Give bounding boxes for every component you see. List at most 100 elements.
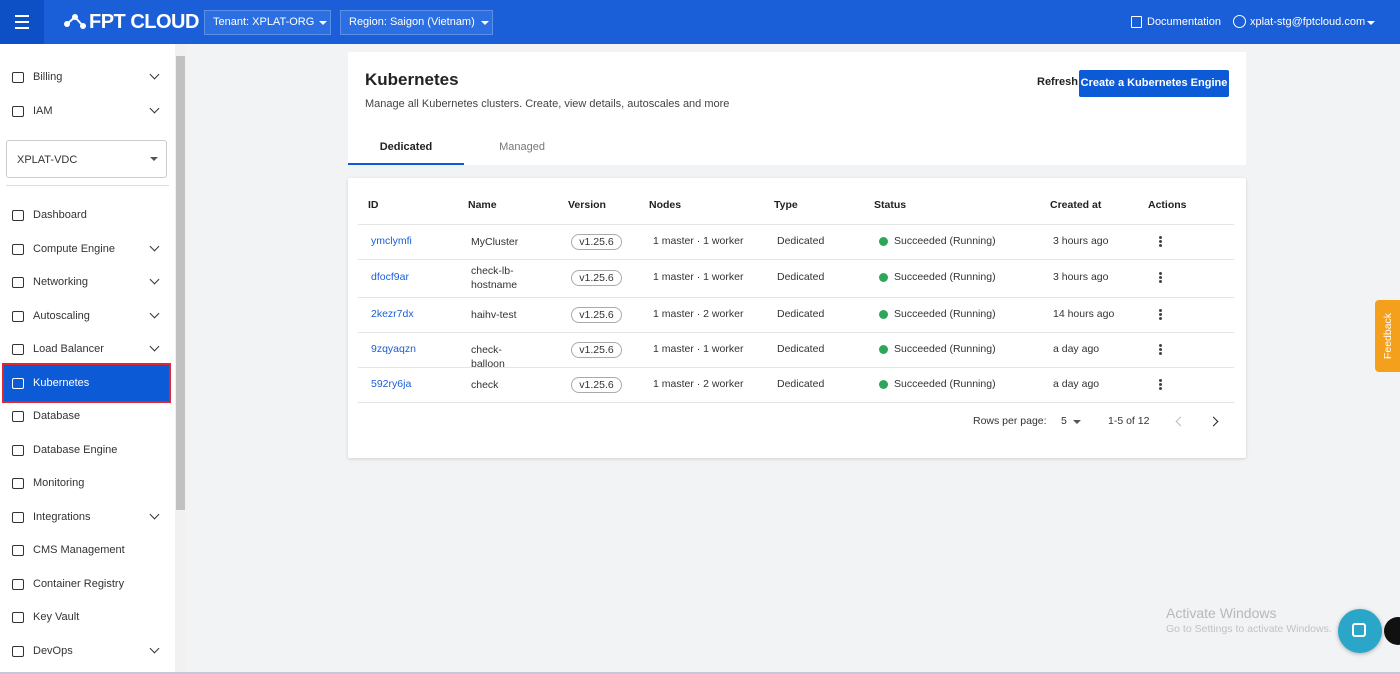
menu-icon xyxy=(12,377,24,389)
created-at: 3 hours ago xyxy=(1053,234,1109,247)
row-divider xyxy=(358,259,1234,260)
rows-per-page-select[interactable]: 5 xyxy=(1061,415,1085,429)
tab[interactable]: Managed xyxy=(499,141,545,153)
sidebar-item[interactable]: Container Registry xyxy=(4,566,169,602)
cluster-id[interactable]: 592ry6ja xyxy=(371,377,412,390)
status-dot xyxy=(879,236,888,246)
watermark-subtitle: Go to Settings to activate Windows. xyxy=(1166,623,1332,635)
refresh-button[interactable]: Refresh xyxy=(1037,76,1078,88)
sidebar-item[interactable]: DevOps xyxy=(4,633,169,669)
actions-button[interactable] xyxy=(1156,308,1166,322)
column-header: Status xyxy=(874,199,907,211)
version-chip: v1.25.6 xyxy=(571,270,622,286)
cluster-name: check xyxy=(471,378,499,391)
page-range: 1-5 of 12 xyxy=(1108,415,1150,427)
sidebar-item[interactable]: Database Engine xyxy=(4,432,169,468)
create-button[interactable]: Create a Kubernetes Engine xyxy=(1079,70,1229,97)
sidebar-item[interactable]: IAM xyxy=(4,93,169,129)
menu-icon xyxy=(12,210,24,221)
cluster-id[interactable]: 9zqyaqzn xyxy=(371,342,416,355)
row-divider xyxy=(358,332,1234,333)
sidebar-item[interactable]: Integrations xyxy=(4,499,169,535)
sidebar-item-label: Key Vault xyxy=(33,611,80,623)
region-select[interactable]: Region: Saigon (Vietnam) xyxy=(340,10,493,35)
created-at: a day ago xyxy=(1053,377,1100,390)
side-button[interactable] xyxy=(1384,617,1400,645)
watermark-title: Activate Windows xyxy=(1166,605,1277,621)
sidebar-item-label: Monitoring xyxy=(33,477,85,489)
sidebar-item[interactable]: Billing xyxy=(4,59,169,95)
caret xyxy=(150,157,158,161)
menu-button[interactable] xyxy=(0,0,44,44)
sidebar-item-label: Billing xyxy=(33,71,63,83)
documentation-link[interactable]: Documentation xyxy=(1131,15,1226,31)
sidebar-item[interactable]: CMS Management xyxy=(4,532,169,568)
sidebar-item[interactable]: Load Balancer xyxy=(4,331,169,367)
sidebar-item[interactable]: Dashboard xyxy=(4,197,169,233)
actions-button[interactable] xyxy=(1156,271,1166,285)
column-header: Type xyxy=(774,199,798,211)
column-header: Created at xyxy=(1050,199,1102,211)
actions-button[interactable] xyxy=(1156,378,1166,392)
menu-icon xyxy=(12,545,24,556)
sidebar-item-label: Container Registry xyxy=(33,577,125,590)
page-header-card: Kubernetes Manage all Kubernetes clusters… xyxy=(348,52,1246,165)
sidebar-item[interactable]: Database xyxy=(4,398,169,434)
menu-icon xyxy=(12,578,24,590)
tab[interactable]: Dedicated xyxy=(348,130,464,165)
cluster-id[interactable]: dfocf9ar xyxy=(371,271,409,283)
status-dot xyxy=(879,309,888,319)
kebab-dot xyxy=(1159,351,1162,355)
kebab-dot xyxy=(1159,280,1162,283)
row-divider xyxy=(358,224,1234,225)
status-dot xyxy=(879,273,888,282)
sidebar-item-label: DevOps xyxy=(33,644,73,657)
sidebar-item[interactable]: Monitoring xyxy=(4,465,169,501)
menu-icon xyxy=(12,411,24,422)
kebab-dot xyxy=(1159,316,1162,320)
project-select[interactable]: XPLAT-VDC xyxy=(6,140,167,178)
sidebar-item[interactable]: Key Vault xyxy=(4,599,169,635)
sidebar-item-label: IAM xyxy=(33,104,53,117)
cluster-id[interactable]: 2kezr7dx xyxy=(371,307,414,320)
nodes: 1 master · 1 worker xyxy=(653,342,744,355)
cluster-id[interactable]: ymclymfi xyxy=(371,234,412,247)
sidebar-item-label: Load Balancer xyxy=(33,343,104,355)
menu-icon xyxy=(12,310,24,322)
kebab-dot xyxy=(1159,239,1162,243)
actions-button[interactable] xyxy=(1156,235,1166,249)
type: Dedicated xyxy=(777,377,825,390)
top-bar: FPT CLOUD Tenant: XPLAT-ORG Region: Saigon… xyxy=(0,0,1400,44)
row-divider xyxy=(358,402,1234,403)
caret xyxy=(1073,420,1081,424)
prev-page[interactable] xyxy=(1175,416,1186,427)
sidebar-item-label: Autoscaling xyxy=(33,309,90,322)
sidebar-item[interactable]: Networking xyxy=(4,264,169,300)
next-page[interactable] xyxy=(1208,416,1219,427)
kebab-dot xyxy=(1159,378,1162,382)
actions-button[interactable] xyxy=(1156,343,1166,357)
sidebar-item-label: Networking xyxy=(33,276,89,288)
logo-svg xyxy=(64,14,86,29)
kebab-dot xyxy=(1159,243,1162,247)
assistant-button[interactable] xyxy=(1338,609,1382,653)
divider xyxy=(6,185,169,186)
nodes: 1 master · 2 worker xyxy=(653,377,744,390)
version-chip: v1.25.6 xyxy=(571,306,622,323)
sidebar-item[interactable]: Compute Engine xyxy=(4,231,169,267)
type: Dedicated xyxy=(777,307,825,320)
menu-icon xyxy=(12,478,24,489)
menu-icon xyxy=(12,72,24,83)
feedback-tab[interactable]: Feedback xyxy=(1375,300,1400,372)
tenant-select[interactable]: Tenant: XPLAT-ORG xyxy=(204,10,331,35)
caret xyxy=(1367,21,1375,25)
status: Succeeded (Running) xyxy=(894,342,996,355)
user-menu[interactable]: xplat-stg@fptcloud.com xyxy=(1233,15,1383,31)
status: Succeeded (Running) xyxy=(894,234,996,247)
sidebar-item[interactable]: Autoscaling xyxy=(4,298,169,334)
menu-icon xyxy=(12,105,24,117)
sidebar-item[interactable]: Kubernetes xyxy=(2,362,171,403)
menu-icon xyxy=(12,511,24,523)
kebab-dot xyxy=(1159,347,1162,351)
menu-icon xyxy=(12,645,24,657)
